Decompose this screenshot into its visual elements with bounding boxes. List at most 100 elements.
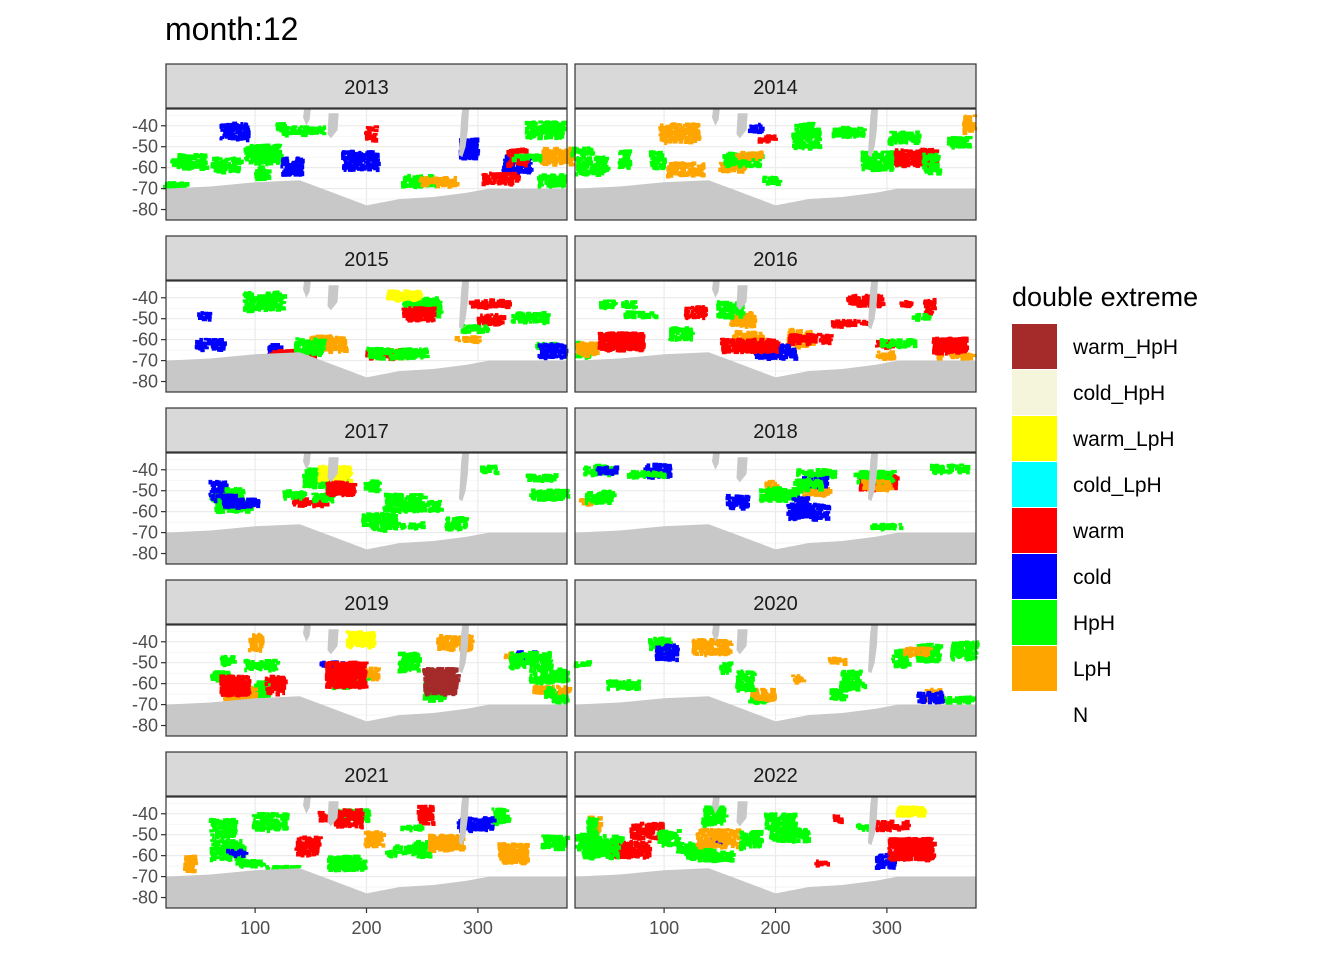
anomaly-cell [519,156,523,161]
anomaly-cell [365,353,370,358]
new-zealand [736,113,748,139]
anomaly-cell [473,137,480,143]
anomaly-cell [684,135,690,141]
anomaly-cell [262,302,267,307]
anomaly-cell [591,165,595,171]
anomaly-cell [816,127,819,132]
anomaly-cell [860,156,864,160]
anomaly-cell [321,334,327,338]
anomaly-cell [901,163,907,168]
anomaly-cell [483,301,489,305]
anomaly-cell [766,134,772,138]
anomaly-cell [726,159,732,162]
anomaly-cell [278,122,283,126]
anomaly-cell [684,140,688,145]
anomaly-cell [274,149,280,155]
anomaly-cell [578,149,583,154]
anomaly-cell [594,158,598,162]
anomaly-cell [453,175,458,180]
anomaly-cell [511,171,517,175]
anomaly-cell [232,121,238,125]
anomaly-cell [476,335,482,339]
anomaly-cell [900,137,904,142]
anomaly-cell [410,350,415,354]
anomaly-cell [596,157,601,162]
anomaly-cell [889,130,895,134]
anomaly-cell [749,128,754,132]
anomaly-cell [539,180,543,186]
anomaly-cell [658,126,661,129]
anomaly-cell [970,124,974,130]
anomaly-cell [558,160,564,166]
anomaly-cell [187,154,192,160]
anomaly-cell [361,163,365,168]
anomaly-cell [759,128,763,133]
anomaly-cell [456,336,460,340]
anomaly-cell [238,131,243,136]
anomaly-cell [404,180,408,184]
anomaly-cell [964,125,968,130]
anomaly-cell [696,122,700,127]
anomaly-cell [549,180,555,185]
anomaly-cell [888,158,892,163]
anomaly-cell [540,317,546,323]
anomaly-cell [290,126,294,131]
anomaly-cell [850,127,856,132]
anomaly-cell [901,130,906,136]
anomaly-cell [545,127,551,132]
anomaly-cell [889,156,893,161]
anomaly-cell [817,133,821,138]
anomaly-cell [185,161,191,165]
anomaly-cell [415,175,419,180]
anomaly-cell [548,127,553,132]
anomaly-cell [506,150,512,154]
anomaly-cell [365,350,369,355]
anomaly-cell [259,146,264,150]
anomaly-cell [366,348,372,352]
anomaly-cell [267,346,271,351]
anomaly-cell [245,137,250,143]
anomaly-cell [473,339,480,345]
anomaly-cell [624,153,630,157]
anomaly-cell [623,149,627,154]
anomaly-cell [284,159,289,163]
anomaly-cell [730,166,735,171]
anomaly-cell [562,178,568,184]
anomaly-cell [218,166,224,172]
anomaly-cell [464,141,468,147]
anomaly-cell [560,351,564,355]
anomaly-cell [935,163,939,168]
anomaly-cell [510,173,516,179]
anomaly-cell [915,149,920,154]
anomaly-cell [473,155,479,161]
anomaly-cell [682,164,688,169]
anomaly-cell [297,167,302,171]
anomaly-cell [600,167,604,172]
anomaly-cell [266,155,271,160]
anomaly-cell [177,155,181,160]
anomaly-cell [343,160,349,166]
anomaly-cell [342,338,348,344]
anomaly-cell [435,180,439,184]
anomaly-cell [722,163,727,168]
anomaly-cell [971,126,978,131]
anomaly-cell [582,171,586,176]
anomaly-cell [886,166,890,170]
anomaly-cell [547,149,551,154]
anomaly-cell [299,159,305,163]
anomaly-cell [735,153,740,157]
anomaly-cell [719,162,725,167]
anomaly-cell [654,156,660,160]
anomaly-cell [754,156,759,161]
anomaly-cell [219,137,223,141]
anomaly-cell [556,132,561,136]
anomaly-cell [496,176,501,180]
anomaly-cell [348,153,352,157]
anomaly-cell [356,152,361,156]
anomaly-cell [445,179,452,184]
anomaly-cell [968,135,973,140]
anomaly-cell [249,151,254,156]
anomaly-cell [929,159,936,164]
anomaly-cell [526,170,532,173]
anomaly-cell [493,314,498,319]
